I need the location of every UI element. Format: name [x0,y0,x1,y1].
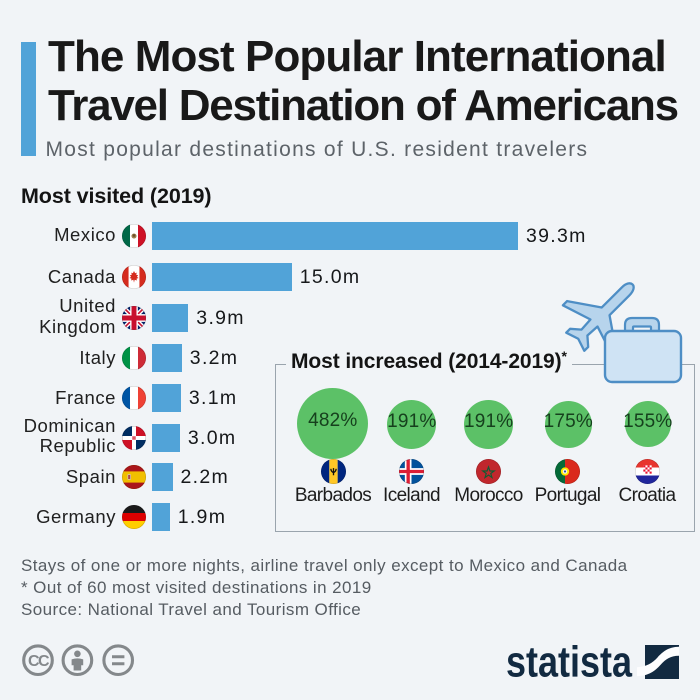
svg-text:CC: CC [28,653,50,670]
svg-text:statista: statista [506,638,632,687]
